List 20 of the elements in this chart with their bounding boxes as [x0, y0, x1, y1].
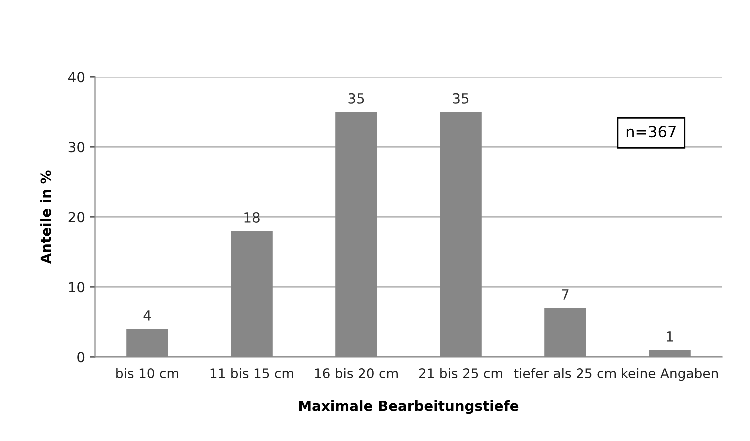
y-tick-label: 20 [68, 212, 85, 223]
x-tick-label: tiefer als 25 cm [514, 368, 616, 379]
y-axis-title: Anteile in % [40, 170, 52, 264]
data-label: 4 [144, 310, 152, 321]
x-tick-label: bis 10 cm [116, 368, 178, 379]
data-label: 18 [244, 212, 260, 223]
x-tick-label: 11 bis 15 cm [210, 368, 294, 379]
y-tick-label: 40 [68, 72, 85, 83]
data-label: 35 [348, 93, 364, 104]
data-label: 35 [453, 93, 469, 104]
x-tick-label: 21 bis 25 cm [419, 368, 502, 379]
x-tick-label: 16 bis 20 cm [315, 368, 398, 379]
x-axis-title: Maximale Bearbeitungstiefe [300, 400, 519, 414]
data-label: 1 [667, 332, 674, 342]
x-tick-label: keine Angaben [622, 368, 718, 382]
y-tick-label: 30 [68, 142, 85, 153]
y-tick-label: 10 [69, 282, 85, 293]
y-tick-label: 0 [78, 352, 85, 363]
data-label: 7 [562, 290, 569, 300]
annotation: n=367 [626, 126, 676, 138]
